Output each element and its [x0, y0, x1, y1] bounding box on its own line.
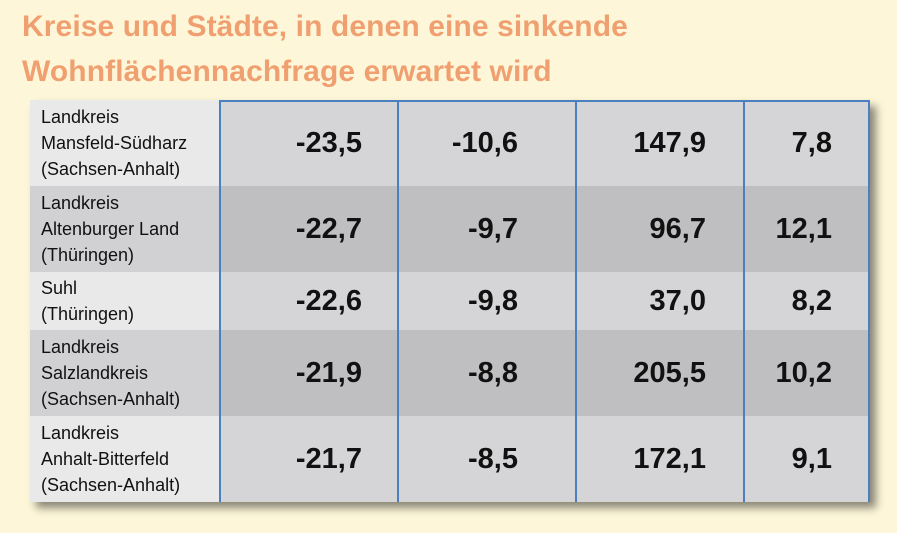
value-cell-col2: -10,6	[398, 100, 576, 186]
value-cell-col2: -9,8	[398, 272, 576, 330]
value-cell-col2: -9,7	[398, 186, 576, 272]
table-row: Landkreis Mansfeld-Südharz (Sachsen-Anha…	[30, 100, 870, 186]
region-name: Landkreis Salzlandkreis (Sachsen-Anhalt)	[30, 330, 220, 416]
value-cell-col1: -21,7	[220, 416, 398, 502]
value-cell-col1: -21,9	[220, 330, 398, 416]
value-cell-col3: 37,0	[576, 272, 744, 330]
value-cell-col4: 10,2	[744, 330, 870, 416]
value-cell-col2: -8,8	[398, 330, 576, 416]
region-name-line: (Thüringen)	[41, 304, 135, 324]
region-name-line: (Sachsen-Anhalt)	[41, 159, 181, 179]
value-cell-col4: 12,1	[744, 186, 870, 272]
region-name-line: Salzlandkreis	[41, 363, 149, 383]
region-name-line: Altenburger Land	[41, 219, 180, 239]
region-name-line: Landkreis	[41, 423, 120, 443]
value-cell-col1: -22,7	[220, 186, 398, 272]
region-name-line: (Sachsen-Anhalt)	[41, 389, 181, 409]
region-name: Landkreis Altenburger Land (Thüringen)	[30, 186, 220, 272]
chart-title: Kreise und Städte, in denen eine sinkend…	[22, 4, 628, 94]
data-table: Landkreis Mansfeld-Südharz (Sachsen-Anha…	[30, 100, 870, 502]
table-row: Suhl (Thüringen) -22,6 -9,8 37,0 8,2	[30, 272, 870, 330]
value-cell-col3: 172,1	[576, 416, 744, 502]
value-cell-col4: 8,2	[744, 272, 870, 330]
value-cell-col2: -8,5	[398, 416, 576, 502]
region-name-line: Anhalt-Bitterfeld	[41, 449, 170, 469]
value-cell-col3: 96,7	[576, 186, 744, 272]
column-divider	[397, 100, 399, 502]
value-cell-col4: 9,1	[744, 416, 870, 502]
region-name: Landkreis Mansfeld-Südharz (Sachsen-Anha…	[30, 100, 220, 186]
table-row: Landkreis Altenburger Land (Thüringen) -…	[30, 186, 870, 272]
table-row: Landkreis Salzlandkreis (Sachsen-Anhalt)…	[30, 330, 870, 416]
table-top-border	[220, 100, 870, 102]
value-cell-col3: 205,5	[576, 330, 744, 416]
region-name-line: (Thüringen)	[41, 245, 135, 265]
value-cell-col4: 7,8	[744, 100, 870, 186]
region-name-line: Mansfeld-Südharz	[41, 133, 188, 153]
column-divider	[743, 100, 745, 502]
column-divider	[868, 100, 870, 502]
region-name-line: (Sachsen-Anhalt)	[41, 475, 181, 495]
region-name-line: Landkreis	[41, 337, 120, 357]
title-line-1: Kreise und Städte, in denen eine sinkend…	[22, 10, 628, 43]
region-name-line: Landkreis	[41, 107, 120, 127]
region-name-line: Suhl	[41, 278, 78, 298]
title-line-2: Wohnflächennachfrage erwartet wird	[22, 55, 552, 88]
region-name-line: Landkreis	[41, 193, 120, 213]
value-cell-col1: -22,6	[220, 272, 398, 330]
table-row: Landkreis Anhalt-Bitterfeld (Sachsen-Anh…	[30, 416, 870, 502]
value-cell-col3: 147,9	[576, 100, 744, 186]
value-cell-col1: -23,5	[220, 100, 398, 186]
region-name: Suhl (Thüringen)	[30, 272, 220, 330]
column-divider	[575, 100, 577, 502]
region-name: Landkreis Anhalt-Bitterfeld (Sachsen-Anh…	[30, 416, 220, 502]
column-divider	[219, 100, 221, 502]
